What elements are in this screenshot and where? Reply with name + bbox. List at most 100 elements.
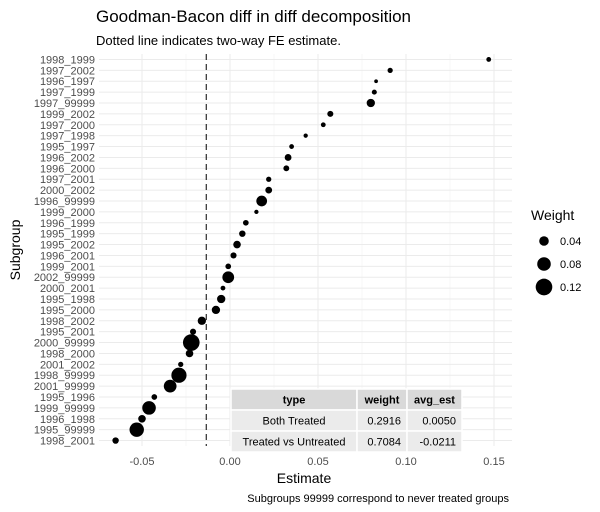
point-1995_2002 [233,240,241,249]
y-tick-label: 2002_99999 [34,272,95,284]
x-tick-label: 0.15 [483,456,504,468]
point-1999_2000 [254,209,259,215]
y-tick-label: 1995_2000 [40,305,95,317]
y-tick-label: 2001_99999 [34,381,95,393]
y-tick-label: 1995_1998 [40,294,95,306]
y-tick-label: 1999_99999 [34,403,95,415]
point-2000_99999 [182,334,200,351]
caption: Subgroups 99999 correspond to never trea… [247,493,509,505]
point-1998_99999 [171,367,187,383]
legend-label: 0.08 [560,259,581,271]
point-1995_2000 [211,305,221,315]
y-tick-label: 1995_1997 [40,142,95,154]
y-tick-label: 1998_2002 [40,316,95,328]
x-tick-label: 0.10 [395,456,416,468]
y-tick-label: 2000_2002 [40,185,95,197]
table-cell-text: 0.7084 [367,437,401,449]
y-tick-label: 2000_99999 [34,338,95,350]
table-cell-text: 0.2916 [367,416,401,428]
table-header-avg_est: avg_est [414,395,455,407]
point-1997_99999 [366,98,375,108]
x-tick-labels: -0.05 0.00 0.05 0.10 0.15 [129,456,504,468]
y-tick-label: 1996_1998 [40,414,95,426]
y-tick-label: 1997_2002 [40,65,95,77]
y-tick-label: 1996_1997 [40,76,95,88]
point-2001_2002 [178,361,184,367]
point-1996_2002 [284,154,292,161]
y-tick-label: 1997_1998 [40,131,95,143]
point-1995_2001 [190,328,197,335]
y-tick-label: 1999_2002 [40,109,95,121]
point-1997_1999 [371,89,377,95]
chart-title: Goodman-Bacon diff in diff decomposition [96,7,411,26]
y-tick-label: 1997_2001 [40,174,95,186]
point-1998_2002 [197,316,206,325]
legend-key [539,236,549,246]
x-axis-title: Estimate [277,470,332,486]
y-tick-label: 1998_2001 [40,436,95,448]
y-tick-label: 1997_1999 [40,87,95,99]
point-1995_99999 [129,422,144,437]
legend: Weight 0.04 0.08 0.12 [531,207,581,296]
table-cell-text: Treated vs Untreated [243,437,346,449]
x-tick-label: 0.00 [219,456,240,468]
y-tick-label: 1998_2000 [40,348,95,360]
legend-title: Weight [531,207,574,223]
point-1999_2002 [327,110,334,117]
x-tick-label: -0.05 [129,456,154,468]
table-cell-text: -0.0211 [420,437,457,449]
y-tick-label: 1996_2000 [40,163,95,175]
point-1995_1999 [239,230,246,237]
table-cell-text: 0.0050 [422,416,456,428]
point-1997_2002 [387,67,393,73]
point-1995_1996 [151,394,158,400]
points [112,57,492,444]
y-tick-label: 1996_1999 [40,218,95,230]
point-2001_99999 [163,379,177,393]
y-tick-label: 1996_99999 [34,196,95,208]
grid [99,54,512,446]
point-2000_2002 [265,186,273,194]
y-tick-label: 2001_2002 [40,359,95,371]
y-tick-label: 2000_2001 [40,283,95,295]
point-1997_1998 [303,133,308,138]
y-tick-label: 1997_99999 [34,98,95,110]
point-1996_2001 [230,252,237,259]
point-1996_99999 [256,195,268,207]
legend-label: 0.12 [560,282,581,294]
y-tick-label: 1995_1996 [40,392,95,404]
point-1996_2000 [283,165,290,172]
point-1998_2000 [185,349,194,358]
summary-table: type weight avg_est Both Treated 0.2916 0.005… [230,388,463,453]
point-1998_1999 [486,57,492,62]
y-tick-label: 1998_1999 [40,54,95,66]
table-cell [406,430,463,453]
legend-key [535,278,553,296]
y-tick-label: 1998_99999 [34,370,95,382]
point-1998_2001 [112,437,119,444]
table-header-type: type [283,395,306,407]
point-1997_2001 [266,176,272,182]
point-1997_2000 [320,122,326,128]
y-axis-title: Subgroup [7,219,23,280]
point-1995_1997 [289,144,294,149]
y-tick-label: 1995_2002 [40,240,95,252]
legend-key [537,257,551,271]
point-1999_99999 [142,401,156,415]
y-tick-label: 1995_99999 [34,425,95,437]
chart-subtitle: Dotted line indicates two-way FE estimat… [96,33,341,48]
y-tick-labels: 1998_19991997_20021996_19971997_19991997… [34,54,95,447]
y-tick-label: 1999_2000 [40,207,95,219]
point-1995_1998 [217,294,226,304]
y-tick-label: 1999_2001 [40,261,95,273]
table-cell-text: Both Treated [263,416,326,428]
y-tick-label: 1997_2000 [40,120,95,132]
y-tick-label: 1995_2001 [40,327,95,339]
point-1996_1998 [138,414,146,423]
point-2002_99999 [222,271,235,284]
point-2000_2001 [220,285,226,291]
y-tick-label: 1996_2002 [40,152,95,164]
table-header-weight: weight [364,395,400,407]
point-1996_1999 [243,219,249,226]
